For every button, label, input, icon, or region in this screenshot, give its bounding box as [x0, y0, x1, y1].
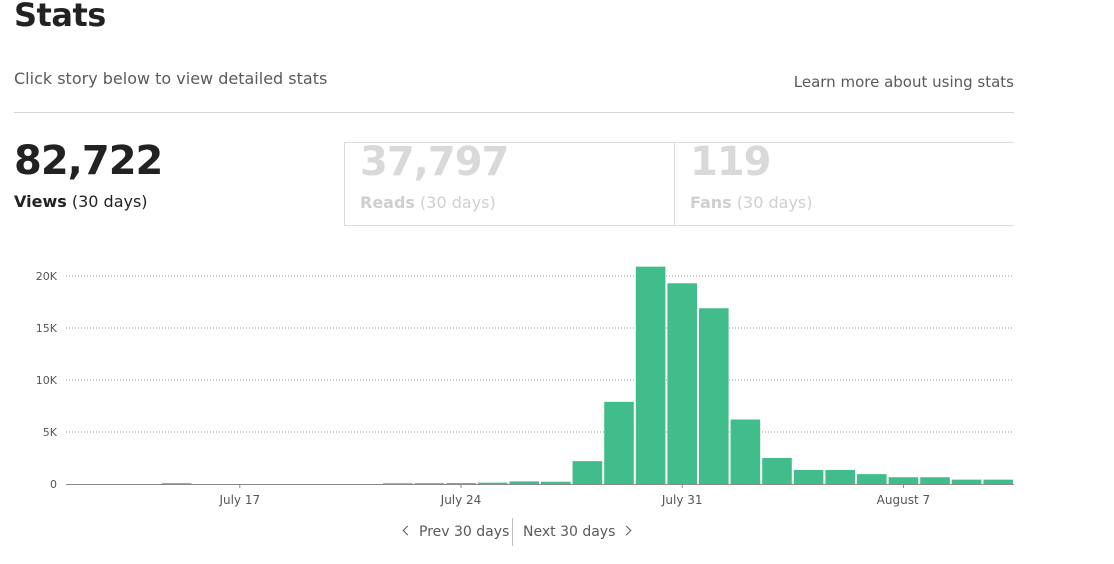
bar[interactable] [541, 481, 571, 484]
bar[interactable] [951, 479, 982, 484]
x-tick-label: July 24 [440, 493, 482, 507]
bar[interactable] [572, 461, 603, 484]
views-label: Views [14, 192, 67, 211]
bar[interactable] [857, 474, 887, 484]
bar[interactable] [477, 482, 508, 484]
bar[interactable] [446, 483, 476, 485]
bar[interactable] [762, 458, 792, 484]
bar[interactable] [161, 483, 192, 485]
views-count: 82,722 [14, 138, 163, 184]
y-tick-label: 10K [36, 374, 58, 387]
page-title: Stats [14, 0, 106, 34]
reads-count: 37,797 [360, 139, 509, 185]
y-tick-label: 15K [36, 322, 58, 335]
bar[interactable] [888, 477, 919, 484]
bar[interactable] [509, 481, 539, 484]
x-tick-label: July 31 [661, 493, 703, 507]
bar[interactable] [983, 479, 1013, 484]
reads-stat-tab[interactable]: 37,797 Reads (30 days) [344, 139, 674, 226]
y-tick-label: 5K [43, 426, 58, 439]
views-period: (30 days) [71, 192, 148, 211]
bar[interactable] [699, 308, 729, 484]
bar[interactable] [667, 283, 697, 484]
fans-stat-tab[interactable]: 119 Fans (30 days) [674, 139, 1014, 226]
bar[interactable] [793, 469, 824, 484]
fans-count: 119 [690, 139, 771, 185]
next-label: Next 30 days [523, 524, 616, 540]
fans-label: Fans [690, 193, 732, 212]
fans-label-line: Fans (30 days) [690, 193, 813, 212]
next-30-days-button[interactable]: Next 30 days [523, 524, 632, 540]
bar[interactable] [604, 401, 634, 484]
page-subtitle: Click story below to view detailed stats [14, 69, 328, 88]
views-label-line: Views (30 days) [14, 192, 148, 211]
views-stat-tab[interactable]: 82,722 Views (30 days) [14, 138, 344, 226]
y-tick-label: 0 [50, 478, 57, 491]
chevron-left-icon [402, 525, 413, 536]
bar[interactable] [730, 419, 761, 484]
fans-period: (30 days) [736, 193, 813, 212]
x-tick-label: July 17 [218, 493, 260, 507]
bar[interactable] [825, 469, 855, 484]
bar[interactable] [920, 477, 950, 484]
pagination: Prev 30 days Next 30 days [400, 518, 632, 546]
learn-more-link[interactable]: Learn more about using stats [793, 73, 1014, 91]
pager-divider [512, 518, 513, 546]
prev-30-days-button[interactable]: Prev 30 days [402, 524, 510, 540]
y-tick-label: 20K [36, 270, 58, 283]
bar[interactable] [635, 266, 666, 484]
reads-period: (30 days) [420, 193, 496, 212]
views-bar-chart: 0 5K 10K 15K 20K July 17 July 24 July 31 August … [36, 266, 1014, 507]
prev-label: Prev 30 days [419, 524, 510, 540]
header-divider [14, 112, 1014, 113]
x-tick-label: August 7 [877, 493, 930, 507]
bar[interactable] [414, 483, 445, 485]
bar[interactable] [383, 483, 413, 485]
chevron-right-icon [621, 525, 632, 536]
reads-label: Reads [360, 193, 415, 212]
reads-label-line: Reads (30 days) [360, 193, 496, 212]
